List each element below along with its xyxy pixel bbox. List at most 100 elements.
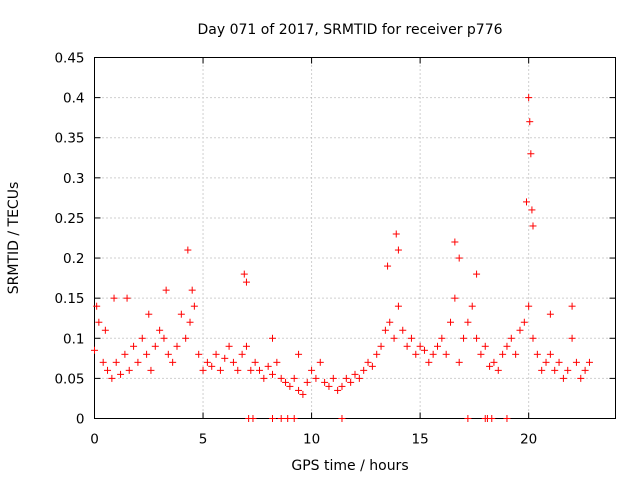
- data-point: [284, 415, 292, 422]
- data-point: [347, 378, 355, 386]
- data-point: [416, 342, 424, 350]
- data-point: [255, 366, 263, 374]
- data-point: [269, 370, 277, 378]
- data-point: [195, 350, 203, 358]
- data-point: [425, 358, 433, 366]
- y-tick-label: 0.05: [54, 371, 84, 387]
- data-point: [295, 350, 303, 358]
- data-point: [442, 350, 450, 358]
- data-point: [125, 366, 133, 374]
- y-axis-label: SRMTID / TECUs: [6, 182, 22, 295]
- data-point: [394, 246, 402, 254]
- data-point: [123, 294, 131, 302]
- data-point: [420, 346, 428, 354]
- data-point: [538, 366, 546, 374]
- y-tick-label: 0.25: [54, 211, 84, 227]
- data-point: [321, 378, 329, 386]
- data-point: [221, 354, 229, 362]
- data-point: [145, 310, 153, 318]
- data-point: [208, 362, 216, 370]
- data-point: [264, 362, 272, 370]
- data-point: [212, 350, 220, 358]
- data-point: [290, 374, 298, 382]
- data-point: [568, 302, 576, 310]
- data-point: [242, 278, 250, 286]
- data-point: [269, 334, 277, 342]
- data-point: [546, 310, 554, 318]
- data-point: [447, 318, 455, 326]
- data-point: [555, 358, 563, 366]
- data-point: [460, 334, 468, 342]
- data-point: [455, 358, 463, 366]
- data-point: [481, 342, 489, 350]
- data-point: [568, 334, 576, 342]
- data-point: [468, 302, 476, 310]
- data-point: [407, 334, 415, 342]
- data-point: [577, 374, 585, 382]
- data-point: [377, 342, 385, 350]
- data-point: [368, 362, 376, 370]
- data-point: [143, 350, 151, 358]
- data-point: [503, 342, 511, 350]
- data-point: [112, 358, 120, 366]
- x-axis: 0 5 10 15 20: [90, 57, 537, 448]
- data-point: [529, 222, 537, 230]
- data-point: [533, 350, 541, 358]
- data-point: [528, 206, 536, 214]
- data-point: [384, 262, 392, 270]
- data-point: [216, 366, 224, 374]
- x-axis-label: GPS time / hours: [291, 458, 408, 474]
- data-point: [499, 350, 507, 358]
- data-point: [277, 415, 285, 422]
- data-point: [151, 342, 159, 350]
- data-point: [99, 358, 107, 366]
- x-tick-label: 10: [303, 432, 320, 448]
- y-tick-label: 0.15: [54, 291, 84, 307]
- data-point: [277, 374, 285, 382]
- data-point: [138, 334, 146, 342]
- data-point: [526, 118, 534, 126]
- data-point: [156, 326, 164, 334]
- data-point: [429, 350, 437, 358]
- chart-title: Day 071 of 2017, SRMTID for receiver p77…: [197, 22, 502, 38]
- data-point: [286, 382, 294, 390]
- data-point: [147, 366, 155, 374]
- data-point: [516, 326, 524, 334]
- data-point: [433, 342, 441, 350]
- data-point: [173, 342, 181, 350]
- data-point: [507, 334, 515, 342]
- data-point: [381, 326, 389, 334]
- data-point: [93, 302, 101, 310]
- data-point: [260, 374, 268, 382]
- data-point: [527, 150, 535, 158]
- data-point: [542, 358, 550, 366]
- data-point: [188, 286, 196, 294]
- data-point: [290, 415, 298, 422]
- data-point: [295, 386, 303, 394]
- data-point: [503, 415, 511, 422]
- data-point: [121, 350, 129, 358]
- data-point: [338, 382, 346, 390]
- data-point: [91, 346, 98, 354]
- data-point: [392, 230, 400, 238]
- data-point: [451, 294, 459, 302]
- data-point: [488, 415, 496, 422]
- data-point: [355, 374, 363, 382]
- data-point: [403, 342, 411, 350]
- y-tick-label: 0.4: [63, 91, 84, 107]
- data-point: [269, 415, 277, 422]
- data-point: [110, 294, 118, 302]
- data-point: [572, 358, 580, 366]
- data-point: [225, 342, 233, 350]
- data-point: [108, 374, 116, 382]
- data-point: [242, 342, 250, 350]
- data-point: [299, 390, 307, 398]
- data-point: [364, 358, 372, 366]
- data-point: [117, 370, 125, 378]
- grid-lines: [94, 57, 616, 419]
- data-point: [184, 246, 192, 254]
- data-point: [412, 350, 420, 358]
- data-point: [203, 358, 211, 366]
